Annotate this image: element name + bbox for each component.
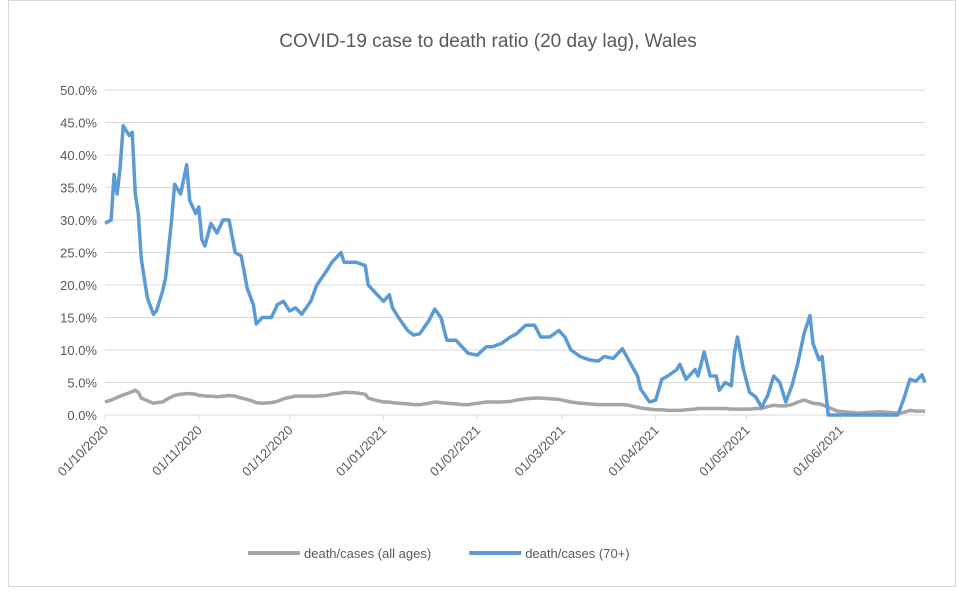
data-line — [104, 388, 925, 415]
y-tick-label: 50.0% — [60, 83, 97, 98]
y-tick-label: 45.0% — [60, 116, 97, 131]
y-tick-label: 0.0% — [67, 408, 97, 423]
y-tick-label: 25.0% — [60, 246, 97, 261]
y-tick-label: 15.0% — [60, 311, 97, 326]
y-tick-label: 5.0% — [67, 376, 97, 391]
chart-title: COVID-19 case to death ratio (20 day lag… — [279, 31, 697, 52]
y-tick-label: 40.0% — [60, 148, 97, 163]
y-tick-label: 30.0% — [60, 213, 97, 228]
y-tick-label: 10.0% — [60, 343, 97, 358]
y-tick-label: 35.0% — [60, 181, 97, 196]
data-line — [104, 124, 927, 417]
legend-label: death/cases (70+) — [525, 546, 629, 561]
chart-frame — [8, 0, 956, 587]
legend-label: death/cases (all ages) — [304, 546, 431, 561]
y-tick-label: 20.0% — [60, 278, 97, 293]
